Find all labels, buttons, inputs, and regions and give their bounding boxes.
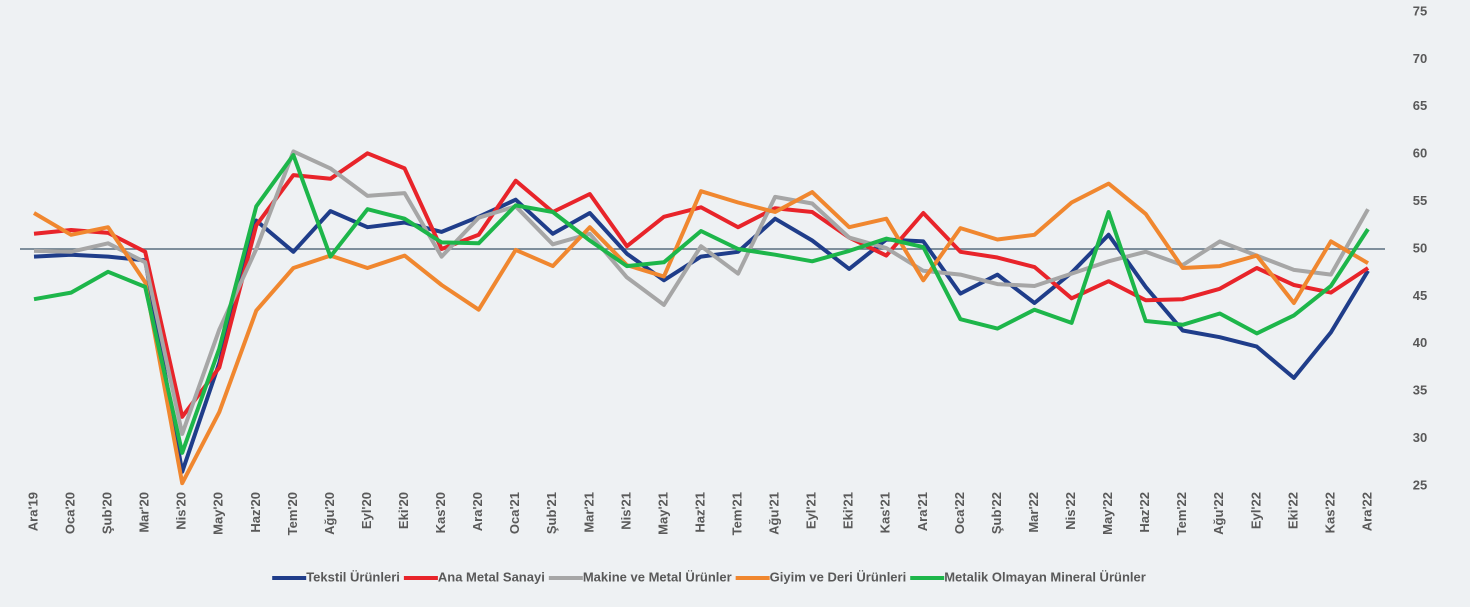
y-tick-label: 70 (1413, 51, 1427, 66)
x-tick-label: Nis'22 (1063, 492, 1078, 530)
y-tick-label: 55 (1413, 193, 1427, 208)
y-tick-label: 65 (1413, 98, 1427, 113)
y-tick-label: 45 (1413, 288, 1427, 303)
series-line (33, 149, 1370, 436)
x-tick-label: Ara'19 (25, 492, 40, 531)
series-line (33, 197, 1370, 474)
x-tick-label: Mar'21 (581, 492, 596, 533)
legend-label: Makine ve Metal Ürünler (583, 569, 732, 584)
x-tick-label: Eki'22 (1285, 492, 1300, 529)
x-tick-label: Tem'21 (729, 492, 744, 535)
x-tick-label: Ağu'21 (767, 492, 782, 535)
y-tick-label: 25 (1413, 477, 1427, 492)
legend-label: Tekstil Ürünleri (306, 569, 400, 584)
series-line (33, 151, 1370, 419)
x-tick-label: Haz'20 (248, 492, 263, 533)
x-tick-label: Ara'20 (470, 492, 485, 531)
y-tick-label: 50 (1413, 240, 1427, 255)
x-tick-label: Haz'21 (692, 492, 707, 533)
x-tick-label: Oca'21 (507, 492, 522, 534)
y-tick-label: 35 (1413, 383, 1427, 398)
x-tick-label: Tem'20 (285, 492, 300, 535)
y-tick-label: 30 (1413, 430, 1427, 445)
legend-label: Ana Metal Sanayi (438, 569, 545, 584)
x-tick-label: Eyl'20 (359, 492, 374, 529)
x-tick-label: May'22 (1100, 492, 1115, 535)
x-tick-label: Oca'22 (952, 492, 967, 534)
x-tick-label: Ara'21 (915, 492, 930, 531)
x-tick-label: Oca'20 (62, 492, 77, 534)
x-tick-label: Ara'22 (1359, 492, 1374, 531)
x-tick-label: Eki'20 (396, 492, 411, 529)
x-tick-label: Mar'22 (1026, 492, 1041, 533)
x-tick-label: Nis'20 (174, 492, 189, 530)
x-tick-label: May'20 (211, 492, 226, 535)
legend-label: Giyim ve Deri Ürünleri (770, 569, 907, 584)
x-tick-label: Eyl'22 (1248, 492, 1263, 529)
x-tick-label: Kas'21 (878, 492, 893, 533)
x-tick-label: Eyl'21 (804, 492, 819, 529)
x-tick-label: May'21 (655, 492, 670, 535)
y-tick-label: 40 (1413, 335, 1427, 350)
y-tick-label: 60 (1413, 146, 1427, 161)
x-tick-label: Mar'20 (137, 492, 152, 533)
x-tick-label: Haz'22 (1137, 492, 1152, 533)
x-tick-label: Eki'21 (841, 492, 856, 529)
series-line (33, 153, 1370, 455)
x-tick-label: Kas'20 (433, 492, 448, 533)
x-tick-label: Ağu'20 (322, 492, 337, 535)
x-tick-label: Tem'22 (1174, 492, 1189, 535)
x-tick-label: Nis'21 (618, 492, 633, 530)
x-tick-label: Kas'22 (1322, 492, 1337, 533)
x-tick-label: Şub'21 (544, 492, 559, 534)
y-tick-label: 75 (1413, 3, 1427, 18)
x-tick-label: Ağu'22 (1211, 492, 1226, 535)
x-tick-label: Şub'22 (989, 492, 1004, 534)
series-line (32, 181, 1370, 486)
x-tick-label: Şub'20 (100, 492, 115, 534)
legend-label: Metalik Olmayan Mineral Ürünler (944, 569, 1146, 584)
